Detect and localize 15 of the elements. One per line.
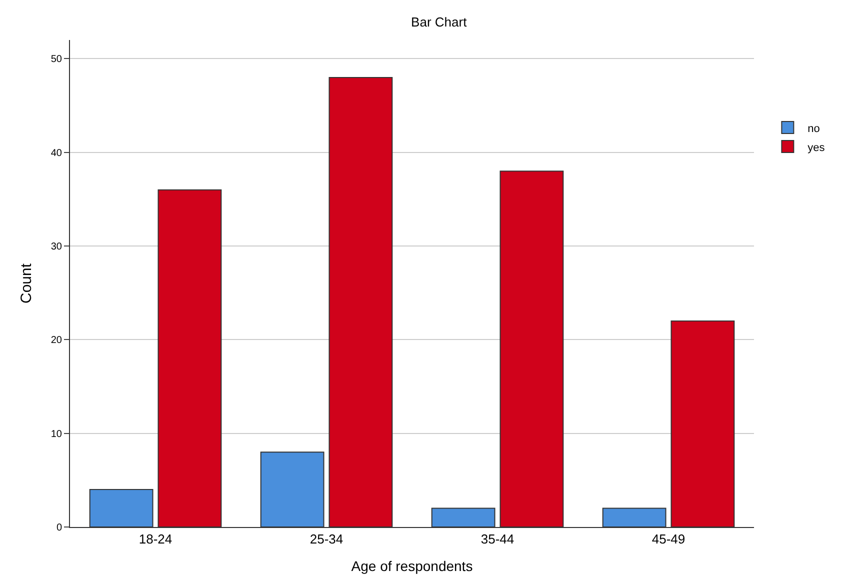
y-tick-label: 30	[50, 242, 62, 253]
y-tick-label: 50	[50, 54, 62, 66]
x-tick-label: 25-34	[310, 532, 344, 547]
y-axis-title: Count	[18, 262, 36, 304]
legend-label: yes	[808, 142, 826, 154]
y-tick-label: 20	[50, 335, 62, 346]
y-tick-label: 40	[50, 148, 62, 159]
x-axis-title: Age of respondents	[351, 558, 473, 574]
y-tick-label: 0	[56, 522, 62, 534]
x-tick-label: 45-49	[652, 532, 686, 547]
chart-title: Bar Chart	[411, 14, 468, 30]
y-tick-label: 10	[50, 428, 62, 440]
legend-label: no	[808, 122, 820, 135]
x-tick-label: 35-44	[480, 532, 514, 547]
x-tick-label: 18-24	[138, 532, 172, 547]
